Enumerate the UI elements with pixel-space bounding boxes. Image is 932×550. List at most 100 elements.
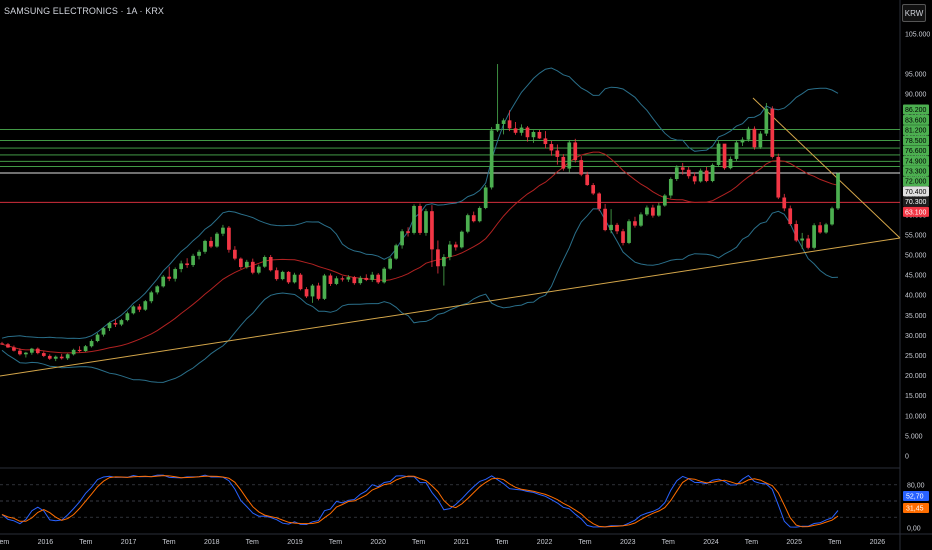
candle-body [400, 231, 404, 246]
time-tick-label: Tem [329, 539, 342, 546]
candle-body [674, 167, 679, 180]
candle-body [30, 348, 34, 353]
price-tag-label: 73.300 [905, 169, 927, 176]
candle-body [286, 271, 291, 283]
price-tick-label: 35.000 [905, 313, 927, 320]
price-tags: 86.200 83.600 81.200 78.500 76.600 74.900 73.3… [903, 104, 929, 217]
candle-body [525, 127, 530, 138]
candle-body [41, 353, 46, 356]
candle-body [609, 224, 613, 231]
candle-body [746, 128, 751, 140]
candle-body [59, 356, 64, 359]
price-tick-label: 55.000 [905, 232, 927, 239]
candle-body [107, 322, 112, 329]
candle-body [143, 301, 148, 310]
candle-body [758, 133, 763, 148]
candle-body [752, 128, 757, 148]
price-tick-label: 90.000 [905, 92, 927, 99]
candle-body [310, 285, 315, 297]
candlestick-series [0, 64, 840, 362]
time-tick-label: 2022 [537, 539, 553, 546]
time-tick-label: Tem [828, 539, 841, 546]
candle-body [292, 274, 297, 283]
candle-body [227, 227, 231, 250]
candle-body [53, 356, 58, 359]
candle-body [155, 286, 160, 293]
candle-body [137, 306, 142, 310]
candle-body [824, 224, 828, 233]
time-tick-label: 2024 [703, 539, 719, 546]
candle-body [495, 123, 500, 131]
time-tick-label: 2026 [870, 539, 886, 546]
price-tag-box [903, 186, 929, 197]
horizontal-levels [0, 129, 900, 203]
candle-body [125, 313, 130, 321]
price-tag-box [903, 125, 929, 136]
price-tick-label: 45.000 [905, 273, 927, 280]
candle-body [0, 343, 4, 345]
candle-body [89, 341, 94, 347]
rising-trendline [0, 237, 901, 377]
candle-body [364, 277, 369, 280]
currency-button[interactable]: KRW [902, 4, 926, 22]
candle-body [555, 150, 560, 157]
candle-body [812, 225, 816, 248]
price-tick-label: 15.000 [905, 393, 927, 400]
price-tick-label: 95.000 [905, 72, 927, 79]
candle-body [298, 274, 303, 290]
candle-body [770, 108, 775, 157]
candle-body [149, 292, 154, 302]
price-tag-label: 70.300 [905, 199, 927, 206]
candle-body [591, 185, 596, 194]
candle-body [244, 261, 249, 268]
price-tag-box [903, 206, 929, 217]
price-tick-label: 5.000 [905, 433, 923, 440]
time-tick-label: Tem [495, 539, 508, 546]
bollinger-lower [1, 208, 839, 383]
candle-body [346, 277, 351, 280]
candle-body [692, 176, 697, 182]
candle-body [519, 127, 524, 133]
candle-body [388, 258, 392, 269]
candle-body [657, 205, 661, 216]
time-axis[interactable]: Tem 2016 Tem 2017 Tem 2018 Tem 2019 Tem 2020 Tem 20… [0, 539, 885, 546]
candle-body [6, 344, 10, 348]
price-tick-label: 30.000 [905, 333, 927, 340]
candle-body [585, 174, 590, 186]
candle-body [95, 334, 100, 342]
candle-body [101, 328, 106, 335]
candle-body [430, 211, 434, 250]
time-tick-label: Tem [578, 539, 591, 546]
trendlines [0, 97, 901, 377]
candle-body [722, 143, 727, 169]
price-tag-box [903, 166, 929, 177]
candle-body [686, 169, 691, 177]
candle-body [71, 349, 76, 355]
candle-body [268, 257, 273, 271]
bollinger-upper [1, 67, 839, 340]
candle-body [740, 139, 745, 143]
time-tick-label: Tem [412, 539, 425, 546]
candle-body [567, 142, 572, 169]
candle-body [274, 270, 279, 280]
chart-title: SAMSUNG ELECTRONICS · 1A · KRX [4, 6, 165, 16]
candle-body [477, 207, 482, 222]
price-axis[interactable]: 105.00095.00090.00085.00080.00075.00070.… [905, 31, 930, 460]
stoch-d-value: 31,45 [906, 506, 924, 513]
price-tag-label: 78.500 [905, 138, 927, 145]
candle-body [191, 255, 195, 266]
candle-body [185, 263, 189, 266]
price-tick-label: 80.000 [905, 132, 927, 139]
candle-body [782, 197, 787, 209]
time-tick-label: 2019 [287, 539, 303, 546]
candle-body [651, 207, 655, 216]
stoch-k-value: 52,70 [906, 494, 924, 501]
candle-body [621, 231, 625, 243]
stoch-d-line [1, 475, 839, 528]
candle-body [830, 208, 834, 225]
time-tick-label: Tem [0, 539, 9, 546]
candle-body [633, 221, 637, 226]
candle-body [698, 170, 703, 182]
price-tag-label: 86.200 [905, 107, 927, 114]
